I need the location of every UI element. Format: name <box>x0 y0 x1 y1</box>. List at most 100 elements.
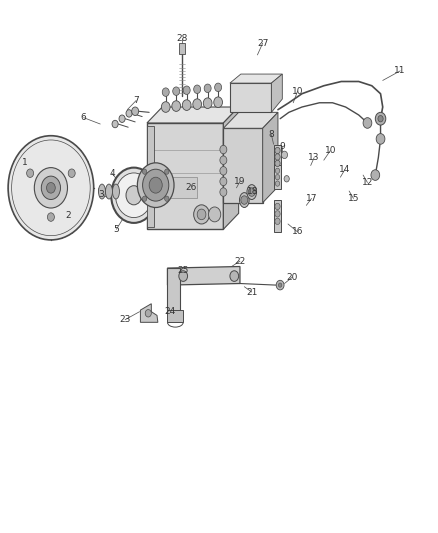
Polygon shape <box>223 128 263 203</box>
Circle shape <box>162 88 169 96</box>
Text: 10: 10 <box>325 146 336 155</box>
Polygon shape <box>274 146 282 171</box>
Circle shape <box>8 136 94 240</box>
Circle shape <box>220 188 227 196</box>
Text: 21: 21 <box>246 287 258 296</box>
Circle shape <box>68 169 75 177</box>
Circle shape <box>132 107 139 116</box>
Circle shape <box>378 116 383 122</box>
Circle shape <box>34 167 67 208</box>
Text: 11: 11 <box>395 67 406 75</box>
Circle shape <box>143 169 169 201</box>
Circle shape <box>193 99 201 109</box>
Text: 22: 22 <box>234 257 246 265</box>
Circle shape <box>275 154 280 160</box>
Text: 18: 18 <box>247 187 259 196</box>
Circle shape <box>276 280 284 290</box>
Text: 10: 10 <box>292 86 304 95</box>
Circle shape <box>183 86 190 94</box>
Circle shape <box>375 112 386 125</box>
Circle shape <box>197 209 206 220</box>
Circle shape <box>47 213 54 221</box>
Circle shape <box>142 169 147 174</box>
Polygon shape <box>167 310 183 322</box>
Circle shape <box>138 163 174 207</box>
Circle shape <box>126 185 142 205</box>
Text: 3: 3 <box>98 190 104 199</box>
Circle shape <box>112 120 118 128</box>
Circle shape <box>230 271 239 281</box>
Circle shape <box>172 101 180 111</box>
Circle shape <box>275 203 280 209</box>
Text: 20: 20 <box>286 273 298 281</box>
Circle shape <box>376 134 385 144</box>
Text: 7: 7 <box>133 96 139 105</box>
Text: 16: 16 <box>292 228 304 237</box>
Polygon shape <box>141 304 158 322</box>
Text: 28: 28 <box>176 35 187 44</box>
Polygon shape <box>272 74 283 112</box>
Circle shape <box>194 85 201 93</box>
Text: 24: 24 <box>165 307 176 316</box>
Text: 15: 15 <box>348 194 359 203</box>
Text: 1: 1 <box>22 158 28 167</box>
Polygon shape <box>274 200 282 232</box>
Circle shape <box>145 310 151 317</box>
Ellipse shape <box>113 184 120 199</box>
Circle shape <box>173 87 180 95</box>
Circle shape <box>248 188 255 196</box>
Ellipse shape <box>240 192 249 207</box>
Polygon shape <box>147 123 223 229</box>
Circle shape <box>220 146 227 154</box>
Circle shape <box>276 181 280 186</box>
Text: 27: 27 <box>257 39 268 48</box>
Circle shape <box>41 176 60 199</box>
Circle shape <box>194 205 209 224</box>
Circle shape <box>214 97 223 108</box>
Text: 19: 19 <box>234 177 246 186</box>
Ellipse shape <box>106 184 113 199</box>
Circle shape <box>161 102 170 112</box>
Circle shape <box>363 118 372 128</box>
Circle shape <box>111 167 156 223</box>
Circle shape <box>276 174 280 180</box>
Circle shape <box>215 83 222 92</box>
Polygon shape <box>223 112 278 128</box>
Circle shape <box>275 160 280 166</box>
Circle shape <box>119 115 125 123</box>
Text: 13: 13 <box>308 153 320 162</box>
Text: 4: 4 <box>109 169 115 178</box>
Circle shape <box>275 211 280 217</box>
Circle shape <box>165 169 169 174</box>
Text: 9: 9 <box>279 142 285 151</box>
Circle shape <box>182 100 191 110</box>
Circle shape <box>208 207 221 222</box>
Circle shape <box>220 156 227 165</box>
Circle shape <box>46 182 55 193</box>
Circle shape <box>284 175 289 182</box>
Circle shape <box>203 98 212 109</box>
Circle shape <box>204 84 211 93</box>
Ellipse shape <box>99 184 106 199</box>
Text: 25: 25 <box>177 266 189 275</box>
Text: 2: 2 <box>66 212 71 221</box>
Circle shape <box>371 169 380 180</box>
Circle shape <box>241 196 248 204</box>
Circle shape <box>282 151 288 159</box>
Circle shape <box>126 110 132 117</box>
Polygon shape <box>230 83 272 112</box>
Circle shape <box>27 169 34 177</box>
Polygon shape <box>230 74 283 83</box>
Polygon shape <box>167 266 240 285</box>
Text: 17: 17 <box>306 194 317 203</box>
Circle shape <box>276 168 280 173</box>
Text: 26: 26 <box>185 183 196 192</box>
Bar <box>179 43 184 54</box>
Circle shape <box>179 271 187 281</box>
Circle shape <box>220 166 227 175</box>
Text: 6: 6 <box>81 113 87 122</box>
Text: 12: 12 <box>362 178 373 187</box>
Polygon shape <box>263 112 278 203</box>
Circle shape <box>275 148 280 154</box>
Text: 23: 23 <box>120 315 131 324</box>
